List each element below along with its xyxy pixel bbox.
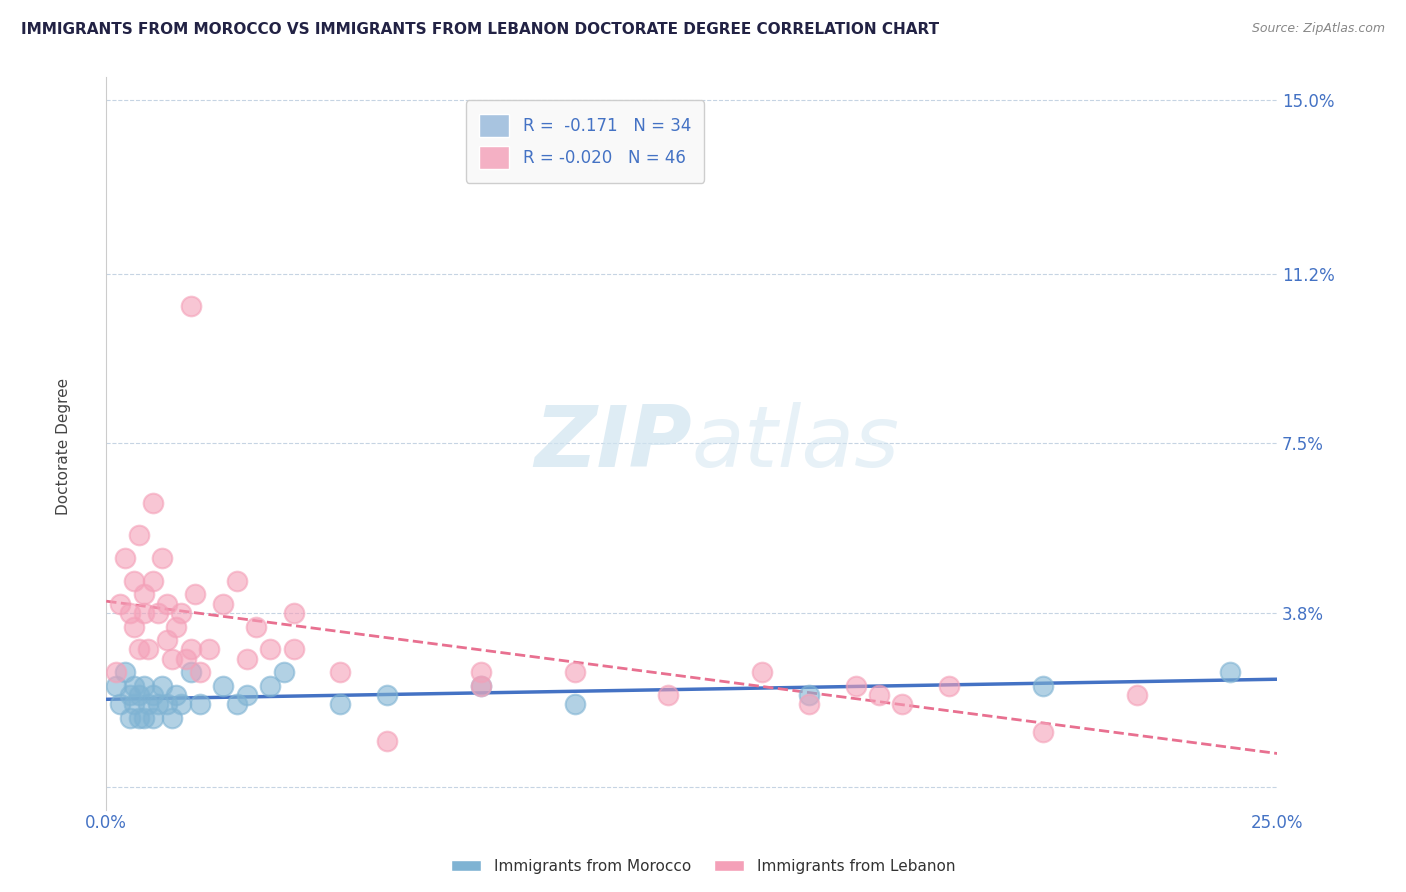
Point: [273, 665, 295, 680]
Point: [226, 698, 249, 712]
Point: [797, 698, 820, 712]
Point: [124, 574, 146, 588]
Point: [118, 688, 141, 702]
Point: [156, 698, 179, 712]
Point: [128, 688, 150, 702]
Point: [152, 550, 174, 565]
Point: [375, 734, 398, 748]
Point: [470, 679, 492, 693]
Point: [226, 574, 249, 588]
Point: [235, 651, 257, 665]
Point: [188, 665, 211, 680]
Point: [283, 606, 305, 620]
Point: [160, 651, 183, 665]
Legend: R =  -0.171   N = 34, R = -0.020   N = 46: R = -0.171 N = 34, R = -0.020 N = 46: [465, 101, 704, 183]
Point: [1032, 679, 1054, 693]
Point: [180, 299, 202, 313]
Point: [212, 679, 235, 693]
Point: [283, 642, 305, 657]
Point: [166, 619, 188, 633]
Point: [142, 688, 165, 702]
Point: [142, 496, 165, 510]
Point: [104, 665, 127, 680]
Point: [188, 698, 211, 712]
Point: [212, 597, 235, 611]
Text: Source: ZipAtlas.com: Source: ZipAtlas.com: [1251, 22, 1385, 36]
Point: [166, 688, 188, 702]
Point: [329, 665, 352, 680]
Text: Doctorate Degree: Doctorate Degree: [56, 377, 70, 515]
Point: [180, 642, 202, 657]
Point: [891, 698, 914, 712]
Point: [564, 665, 586, 680]
Text: ZIP: ZIP: [534, 402, 692, 485]
Point: [174, 651, 197, 665]
Point: [156, 633, 179, 648]
Legend: Immigrants from Morocco, Immigrants from Lebanon: Immigrants from Morocco, Immigrants from…: [444, 853, 962, 880]
Point: [146, 698, 169, 712]
Point: [198, 642, 221, 657]
Point: [124, 619, 146, 633]
Point: [170, 698, 193, 712]
Point: [470, 665, 492, 680]
Point: [170, 606, 193, 620]
Point: [104, 679, 127, 693]
Point: [845, 679, 868, 693]
Point: [797, 688, 820, 702]
Text: atlas: atlas: [692, 402, 900, 485]
Point: [124, 679, 146, 693]
Point: [1125, 688, 1147, 702]
Point: [132, 679, 155, 693]
Point: [184, 587, 207, 601]
Point: [657, 688, 679, 702]
Point: [114, 550, 136, 565]
Point: [142, 574, 165, 588]
Point: [118, 606, 141, 620]
Point: [180, 665, 202, 680]
Point: [259, 642, 281, 657]
Point: [146, 606, 169, 620]
Point: [152, 679, 174, 693]
Point: [235, 688, 257, 702]
Point: [114, 665, 136, 680]
Point: [132, 587, 155, 601]
Point: [868, 688, 890, 702]
Point: [1032, 724, 1054, 739]
Point: [1219, 665, 1241, 680]
Point: [156, 597, 179, 611]
Point: [132, 606, 155, 620]
Point: [938, 679, 960, 693]
Point: [160, 711, 183, 725]
Point: [751, 665, 773, 680]
Point: [329, 698, 352, 712]
Point: [245, 619, 267, 633]
Point: [128, 711, 150, 725]
Text: IMMIGRANTS FROM MOROCCO VS IMMIGRANTS FROM LEBANON DOCTORATE DEGREE CORRELATION : IMMIGRANTS FROM MOROCCO VS IMMIGRANTS FR…: [21, 22, 939, 37]
Point: [132, 711, 155, 725]
Point: [375, 688, 398, 702]
Point: [110, 597, 132, 611]
Point: [118, 711, 141, 725]
Point: [470, 679, 492, 693]
Point: [128, 642, 150, 657]
Point: [259, 679, 281, 693]
Point: [110, 698, 132, 712]
Point: [564, 698, 586, 712]
Point: [128, 528, 150, 542]
Point: [138, 642, 160, 657]
Point: [138, 698, 160, 712]
Point: [142, 711, 165, 725]
Point: [124, 698, 146, 712]
